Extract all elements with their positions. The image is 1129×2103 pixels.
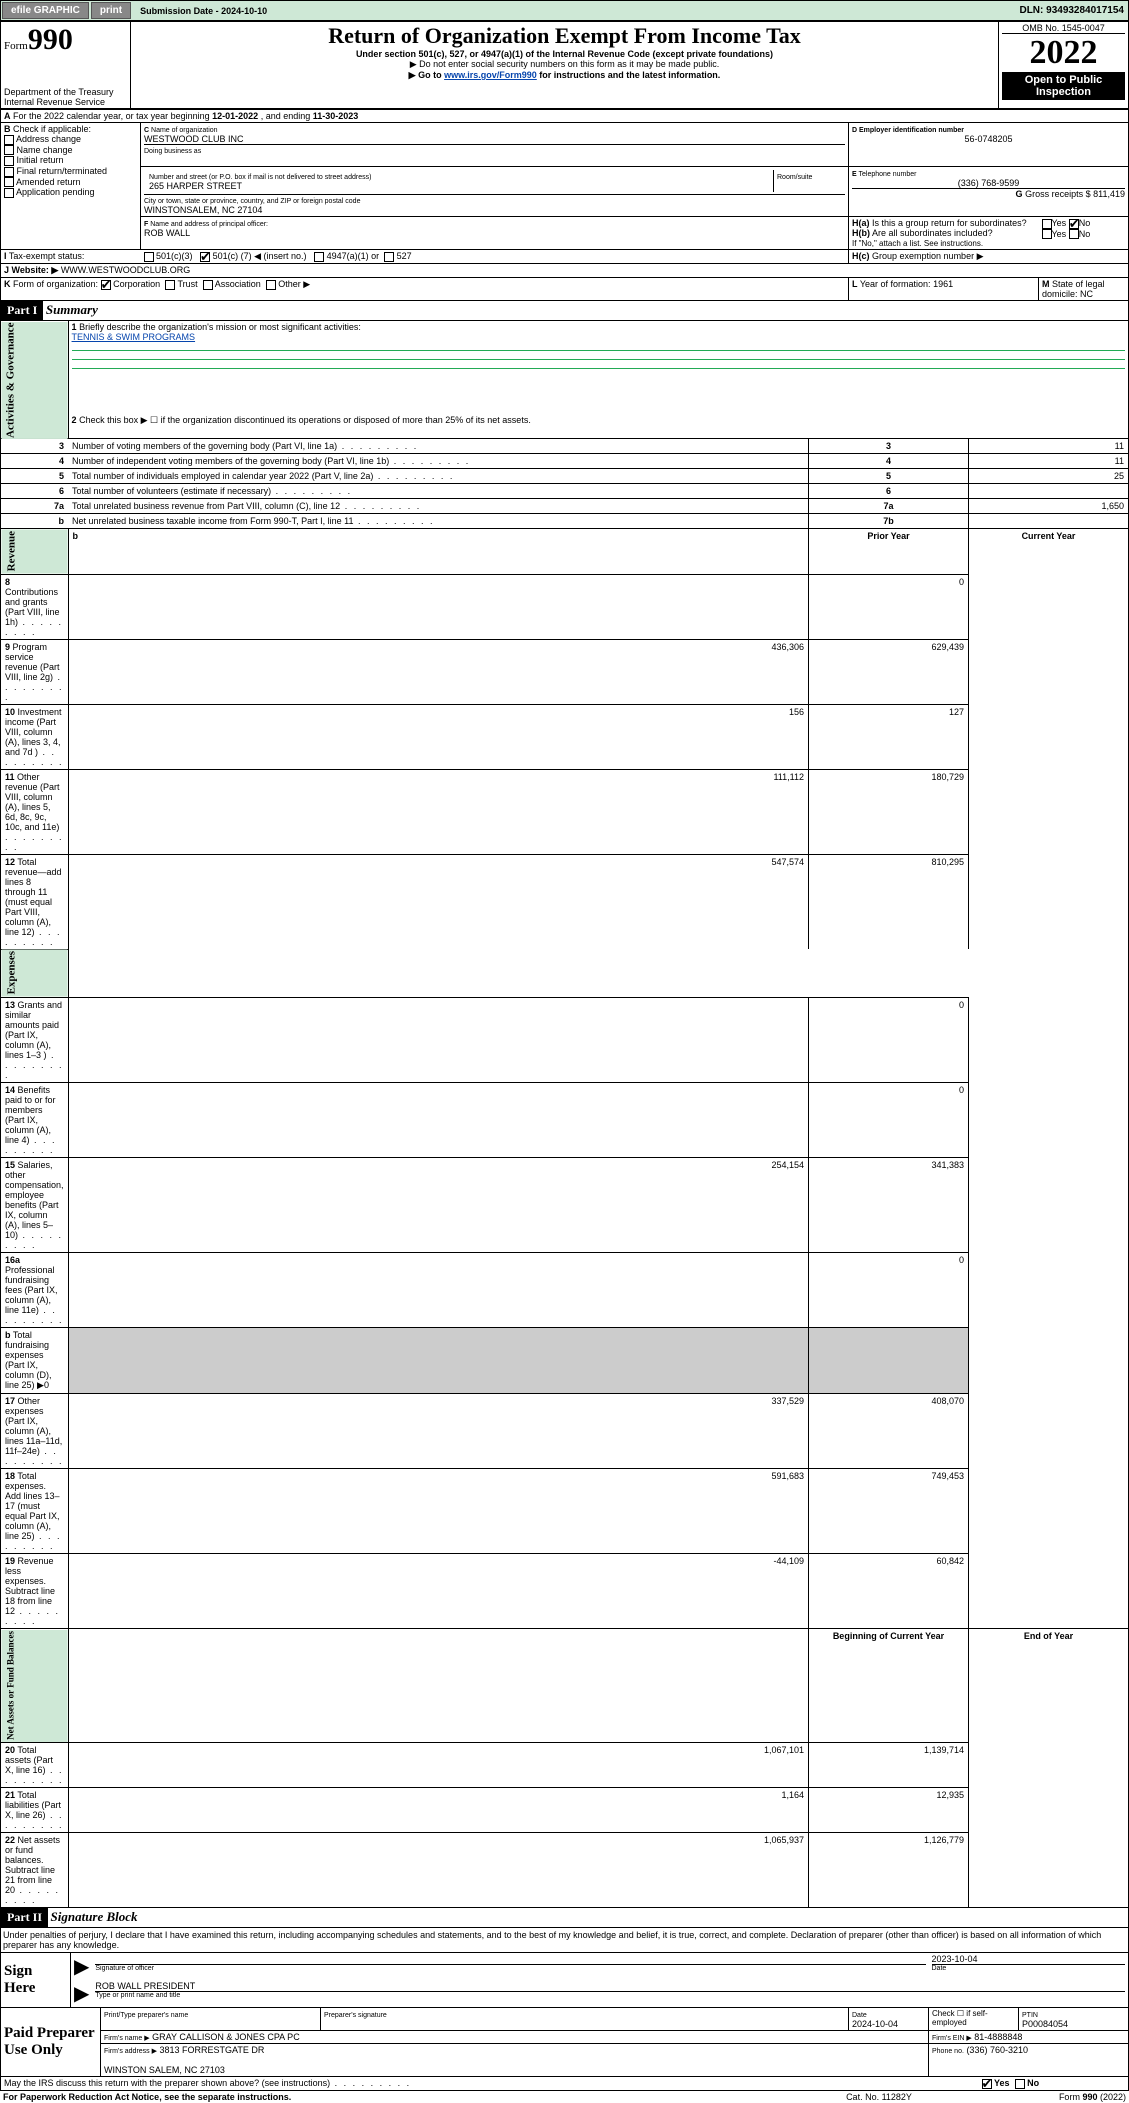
ha-no[interactable]: [1069, 219, 1079, 229]
year-formed: 1961: [933, 279, 953, 289]
declaration: Under penalties of perjury, I declare th…: [0, 1927, 1129, 1953]
paid-prep-label: Paid Preparer Use Only: [1, 2008, 101, 2077]
part1-title: Summary: [46, 302, 98, 317]
website: WWW.WESTWOODCLUB.ORG: [61, 265, 191, 275]
discuss-no[interactable]: [1015, 2079, 1025, 2089]
discuss-yes[interactable]: [982, 2079, 992, 2089]
firm-ein: 81-4888848: [974, 2032, 1022, 2042]
irs-link[interactable]: www.irs.gov/Form990: [444, 70, 537, 80]
sign-date: 2023-10-04: [932, 1954, 978, 1964]
officer-print: ROB WALL PRESIDENT: [95, 1981, 195, 1991]
b-opt[interactable]: [4, 156, 14, 166]
top-bar: efile GRAPHIC print Submission Date - 20…: [0, 0, 1129, 21]
b-opt[interactable]: [4, 188, 14, 198]
k-other[interactable]: [266, 280, 276, 290]
note2: ▶ Go to www.irs.gov/Form990 for instruct…: [134, 70, 995, 81]
phone: (336) 768-9599: [852, 178, 1125, 188]
pra-notice: For Paperwork Reduction Act Notice, see …: [3, 2092, 291, 2102]
b-opt[interactable]: [4, 145, 14, 155]
note1: ▶ Do not enter social security numbers o…: [134, 59, 995, 70]
tax-year: 2022: [1002, 34, 1125, 72]
vert-expenses: Expenses: [1, 949, 69, 997]
cat-no: Cat. No. 11282Y: [779, 2091, 979, 2103]
self-emp: Check ☐ if self-employed: [929, 2008, 1019, 2031]
omb: OMB No. 1545-0047: [1002, 23, 1125, 34]
b-opt[interactable]: [4, 167, 14, 177]
hb-yes[interactable]: [1042, 229, 1052, 239]
ptin: P00084054: [1022, 2019, 1068, 2029]
ha-yes[interactable]: [1042, 219, 1052, 229]
org-name: WESTWOOD CLUB INC: [144, 134, 244, 144]
part2-title: Signature Block: [51, 1909, 138, 1924]
tax-year-end: 11-30-2023: [313, 111, 359, 121]
form-title: Return of Organization Exempt From Incom…: [134, 23, 995, 49]
col-begin: Beginning of Current Year: [833, 1631, 944, 1641]
dln: DLN: 93493284017154: [1019, 5, 1128, 16]
part1-hdr: Part I: [1, 301, 43, 320]
l2-text: Check this box ▶ ☐ if the organization d…: [79, 415, 531, 425]
prep-date: 2024-10-04: [852, 2019, 898, 2029]
line-i-label: Tax-exempt status:: [9, 251, 85, 261]
submission-date: Submission Date - 2024-10-10: [132, 6, 267, 16]
gross-receipts: 811,419: [1093, 189, 1125, 199]
sig-label: Signature of officer: [95, 1964, 925, 1972]
k-corp[interactable]: [101, 280, 111, 290]
hb-label: Are all subordinates included?: [872, 228, 993, 238]
efile-btn[interactable]: efile GRAPHIC: [2, 2, 89, 19]
domicile: NC: [1080, 289, 1093, 299]
ha-label: Is this a group return for subordinates?: [872, 218, 1027, 228]
501c3-check[interactable]: [144, 252, 154, 262]
col-end: End of Year: [1024, 1631, 1073, 1641]
firm-addr1: 3813 FORRESTGATE DR: [160, 2045, 265, 2055]
firm-phone: (336) 760-3210: [966, 2045, 1028, 2055]
col-prior: Prior Year: [867, 531, 909, 541]
4947-check[interactable]: [314, 252, 324, 262]
l1-mission: TENNIS & SWIM PROGRAMS: [72, 332, 196, 342]
hb-no[interactable]: [1069, 229, 1079, 239]
form-foot: Form 990 (2022): [1059, 2092, 1126, 2102]
b-opt[interactable]: [4, 177, 14, 187]
hc-label: Group exemption number ▶: [872, 251, 983, 261]
l1-prompt: Briefly describe the organization's miss…: [79, 322, 361, 332]
527-check[interactable]: [384, 252, 394, 262]
open-inspection: Open to Public Inspection: [1002, 72, 1125, 100]
k-trust[interactable]: [165, 280, 175, 290]
vert-revenue: Revenue: [1, 529, 69, 574]
discuss-q: May the IRS discuss this return with the…: [4, 2078, 411, 2088]
vert-netassets: Net Assets or Fund Balances: [1, 1629, 69, 1743]
501c-check[interactable]: [200, 252, 210, 262]
officer-name: ROB WALL: [144, 228, 190, 238]
line-a-pre: For the 2022 calendar year, or tax year …: [13, 111, 212, 121]
form-label: Form990: [4, 23, 127, 57]
print-btn[interactable]: print: [91, 2, 131, 19]
org-city: WINSTONSALEM, NC 27104: [144, 205, 262, 215]
ein: 56-0748205: [852, 134, 1125, 144]
vert-governance: Activities & Governance: [1, 321, 69, 439]
org-street: 265 HARPER STREET: [149, 181, 242, 191]
part2-hdr: Part II: [1, 1908, 48, 1927]
b-opt[interactable]: [4, 135, 14, 145]
box-b-label: Check if applicable:: [13, 124, 91, 134]
tax-year-begin: 12-01-2022: [212, 111, 258, 121]
dept-label: Department of the Treasury Internal Reve…: [4, 87, 127, 107]
sign-here: Sign Here: [1, 1953, 71, 2008]
k-assoc[interactable]: [203, 280, 213, 290]
firm-addr2: WINSTON SALEM, NC 27103: [104, 2065, 225, 2075]
col-current: Current Year: [1022, 531, 1076, 541]
firm-name: GRAY CALLISON & JONES CPA PC: [152, 2032, 300, 2042]
form-subtitle: Under section 501(c), 527, or 4947(a)(1)…: [134, 49, 995, 59]
